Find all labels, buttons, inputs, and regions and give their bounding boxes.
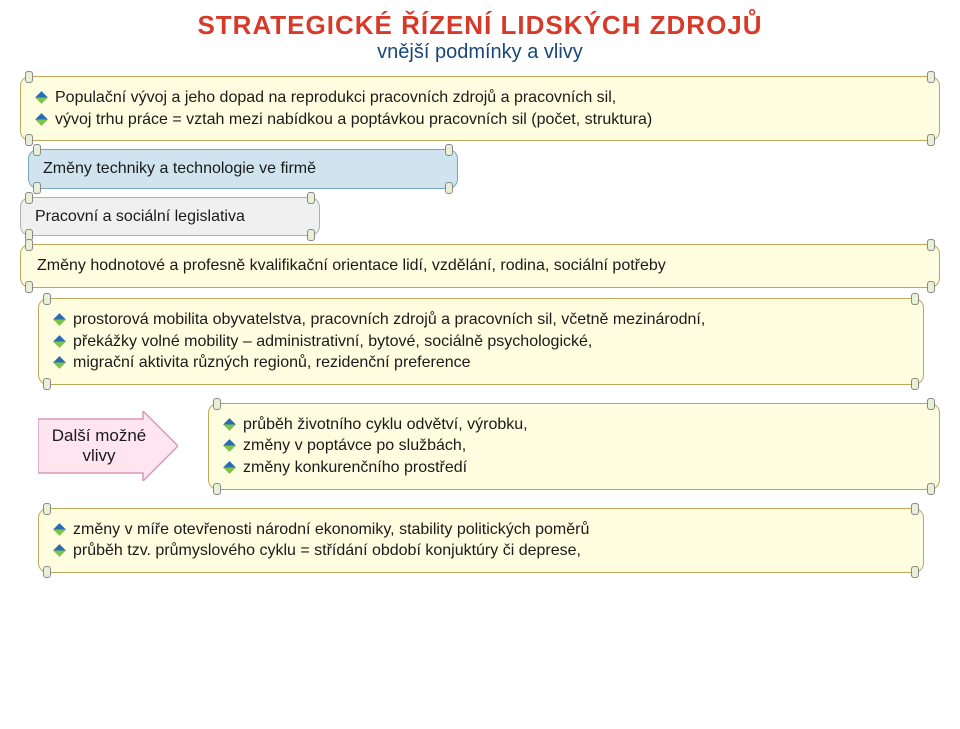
page-subtitle: vnější podmínky a vlivy <box>20 41 940 64</box>
row-further-influences: Další možné vlivy průběh životního cyklu… <box>38 403 940 490</box>
box-values-text: Změny hodnotové a profesně kvalifikační … <box>37 257 666 274</box>
bullet-icon <box>223 439 236 452</box>
box-technology: Změny techniky a technologie ve firmě <box>28 149 458 189</box>
box-legislation-text: Pracovní a sociální legislativa <box>35 208 245 225</box>
box-lifecycle: průběh životního cyklu odvětví, výrobku,… <box>208 403 940 490</box>
lifecycle-item: změny konkurenčního prostředí <box>225 457 923 479</box>
mobility-text: překážky volné mobility – administrativn… <box>73 333 592 350</box>
mobility-text: migrační aktivita různých regionů, rezid… <box>73 354 471 371</box>
box-population: Populační vývoj a jeho dopad na reproduk… <box>20 76 940 141</box>
population-text: vývoj trhu práce = vztah mezi nabídkou a… <box>55 111 652 128</box>
population-item: Populační vývoj a jeho dopad na reproduk… <box>37 87 923 109</box>
population-text: Populační vývoj a jeho dopad na reproduk… <box>55 89 616 106</box>
lifecycle-text: změny konkurenčního prostředí <box>243 459 467 476</box>
economy-text: průběh tzv. průmyslového cyklu = střídán… <box>73 542 581 559</box>
economy-text: změny v míře otevřenosti národní ekonomi… <box>73 521 589 538</box>
lifecycle-item: změny v poptávce po službách, <box>225 435 923 457</box>
box-legislation: Pracovní a sociální legislativa <box>20 197 320 237</box>
lifecycle-text: změny v poptávce po službách, <box>243 437 466 454</box>
population-item: vývoj trhu práce = vztah mezi nabídkou a… <box>37 109 923 131</box>
bullet-icon <box>35 91 48 104</box>
bullet-icon <box>53 544 66 557</box>
lifecycle-item: průběh životního cyklu odvětví, výrobku, <box>225 414 923 436</box>
bullet-icon <box>223 461 236 474</box>
mobility-item: migrační aktivita různých regionů, rezid… <box>55 352 907 374</box>
bullet-icon <box>35 113 48 126</box>
bullet-icon <box>53 313 66 326</box>
bullet-icon <box>53 335 66 348</box>
mobility-item: překážky volné mobility – administrativn… <box>55 331 907 353</box>
bullet-icon <box>53 523 66 536</box>
box-economy: změny v míře otevřenosti národní ekonomi… <box>38 508 924 573</box>
box-values: Změny hodnotové a profesně kvalifikační … <box>20 244 940 288</box>
box-mobility: prostorová mobilita obyvatelstva, pracov… <box>38 298 924 385</box>
arrow-line1: Další možné <box>52 426 146 446</box>
bullet-icon <box>53 356 66 369</box>
economy-item: změny v míře otevřenosti národní ekonomi… <box>55 519 907 541</box>
bullet-icon <box>223 418 236 431</box>
lifecycle-text: průběh životního cyklu odvětví, výrobku, <box>243 416 528 433</box>
arrow-further-influences: Další možné vlivy <box>38 411 178 481</box>
box-technology-text: Změny techniky a technologie ve firmě <box>43 160 316 177</box>
economy-item: průběh tzv. průmyslového cyklu = střídán… <box>55 540 907 562</box>
mobility-item: prostorová mobilita obyvatelstva, pracov… <box>55 309 907 331</box>
mobility-text: prostorová mobilita obyvatelstva, pracov… <box>73 311 705 328</box>
arrow-line2: vlivy <box>52 446 146 466</box>
page-title: STRATEGICKÉ ŘÍZENÍ LIDSKÝCH ZDROJŮ <box>20 10 940 41</box>
